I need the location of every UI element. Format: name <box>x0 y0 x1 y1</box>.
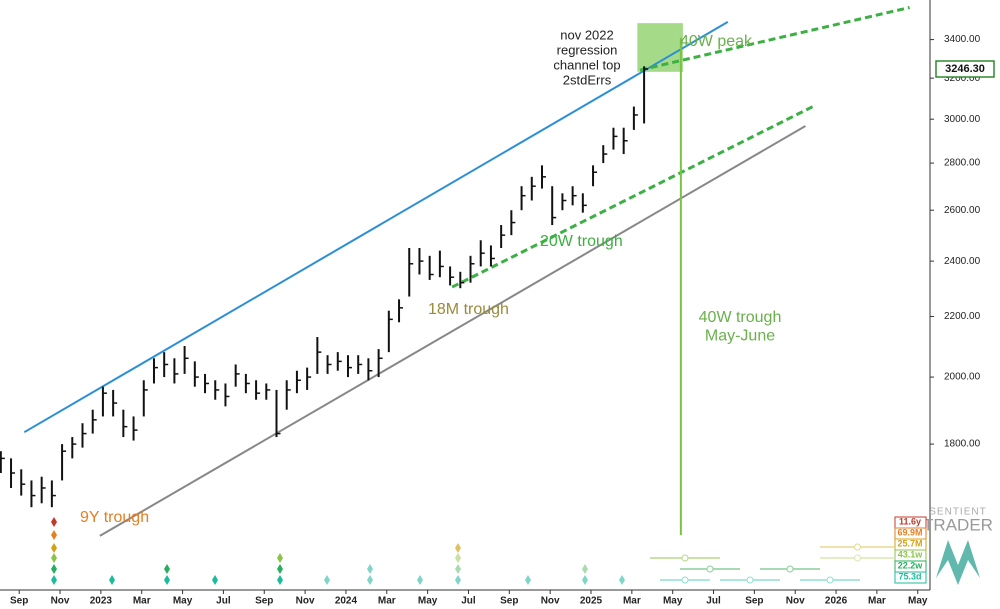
y-tick-label: 2200.00 <box>944 311 981 322</box>
cycle-projection-point <box>854 554 861 562</box>
x-tick-label: Sep <box>745 596 763 607</box>
cycle-label: 11.6y <box>899 516 921 526</box>
cycle-marker <box>455 543 461 553</box>
cycle-label: 43.1w <box>898 549 924 559</box>
cycle-marker <box>109 575 115 585</box>
x-tick-label: Jul <box>461 596 476 607</box>
cycle-marker <box>455 575 461 585</box>
cycle-projection-point <box>681 554 689 562</box>
annotation: 40W trough <box>699 309 782 326</box>
cycle-label: 25.7M <box>897 538 922 548</box>
x-tick-label: 2024 <box>335 596 358 607</box>
x-tick-label: Nov <box>51 596 70 607</box>
annotation: 9Y trough <box>80 509 149 526</box>
cycle-label: 69.9M <box>897 527 922 537</box>
annotation: 40W peak <box>680 33 753 50</box>
x-tick-label: Jul <box>706 596 721 607</box>
y-tick-label: 1800.00 <box>944 439 981 450</box>
y-tick-label: 3400.00 <box>944 34 981 45</box>
annotation: 2stdErrs <box>563 72 612 87</box>
cycle-marker <box>367 564 373 574</box>
cycle-marker <box>164 575 170 585</box>
x-tick-label: 2025 <box>580 596 603 607</box>
cycle-marker <box>455 564 461 574</box>
cycle-marker <box>164 564 170 574</box>
x-tick-label: Jul <box>216 596 231 607</box>
logo: SENTIENT TRADER <box>923 507 993 585</box>
cycle-projection-point <box>854 543 861 551</box>
x-tick-label: May <box>908 596 928 607</box>
cycle-box <box>894 571 927 584</box>
x-tick-label: Sep <box>500 596 518 607</box>
cycle-marker <box>417 575 423 585</box>
cycle-marker <box>51 553 57 563</box>
cycle-label: 75.3d <box>898 571 921 581</box>
peak-box <box>637 23 683 72</box>
price-box <box>935 60 995 78</box>
cycle-projection-point <box>706 565 714 573</box>
x-tick-label: 2023 <box>90 596 113 607</box>
cycle-marker <box>277 575 283 585</box>
cycle-projection-point <box>746 576 754 584</box>
annotation: channel top <box>553 57 620 72</box>
x-tick-label: Nov <box>541 596 560 607</box>
trendline <box>99 125 806 537</box>
x-tick-label: Nov <box>786 596 805 607</box>
x-tick-label: May <box>173 596 193 607</box>
logo-mark <box>936 540 980 585</box>
annotation: nov 2022 <box>560 27 614 42</box>
price-label: 3246.30 <box>945 63 985 75</box>
cycle-marker <box>277 564 283 574</box>
cycle-marker <box>367 575 373 585</box>
x-tick-label: Mar <box>623 596 641 607</box>
cycle-marker <box>525 575 531 585</box>
x-tick-label: Sep <box>255 596 273 607</box>
annotation: 20W trough <box>540 233 623 250</box>
trendline <box>23 21 729 434</box>
cycle-marker <box>277 553 283 563</box>
cycle-marker <box>455 553 461 563</box>
y-tick-label: 2000.00 <box>944 372 981 383</box>
cycle-marker <box>582 564 588 574</box>
cycle-marker <box>51 543 57 553</box>
trendline <box>451 104 815 289</box>
cycle-marker <box>51 575 57 585</box>
cycle-marker <box>619 575 625 585</box>
cycle-marker <box>324 575 330 585</box>
cycle-label: 22.2w <box>898 560 924 570</box>
x-tick-label: May <box>663 596 683 607</box>
y-tick-label: 2800.00 <box>944 158 981 169</box>
cycle-marker <box>51 517 57 527</box>
cycle-projection-point <box>681 576 689 584</box>
x-tick-label: 2026 <box>825 596 848 607</box>
x-tick-label: Sep <box>10 596 28 607</box>
cycle-marker <box>582 575 588 585</box>
cycle-marker <box>51 530 57 540</box>
cycle-marker <box>212 575 218 585</box>
y-tick-label: 3000.00 <box>944 114 981 125</box>
logo-text: TRADER <box>923 515 993 534</box>
x-tick-label: May <box>418 596 438 607</box>
trendline <box>639 6 910 72</box>
y-tick-label: 2600.00 <box>944 205 981 216</box>
x-tick-label: Mar <box>378 596 396 607</box>
annotation: regression <box>557 42 618 57</box>
cycle-marker <box>51 564 57 574</box>
annotation: May-June <box>705 328 775 345</box>
y-tick-label: 2400.00 <box>944 256 981 267</box>
y-tick-label: 3200.00 <box>944 73 981 84</box>
annotation: 18M trough <box>428 301 509 318</box>
x-tick-label: Nov <box>296 596 315 607</box>
x-tick-label: Mar <box>868 596 886 607</box>
cycle-projection-point <box>786 565 794 573</box>
cycle-projection-point <box>826 576 834 584</box>
x-tick-label: Mar <box>133 596 151 607</box>
logo-text: SENTIENT <box>929 507 986 518</box>
